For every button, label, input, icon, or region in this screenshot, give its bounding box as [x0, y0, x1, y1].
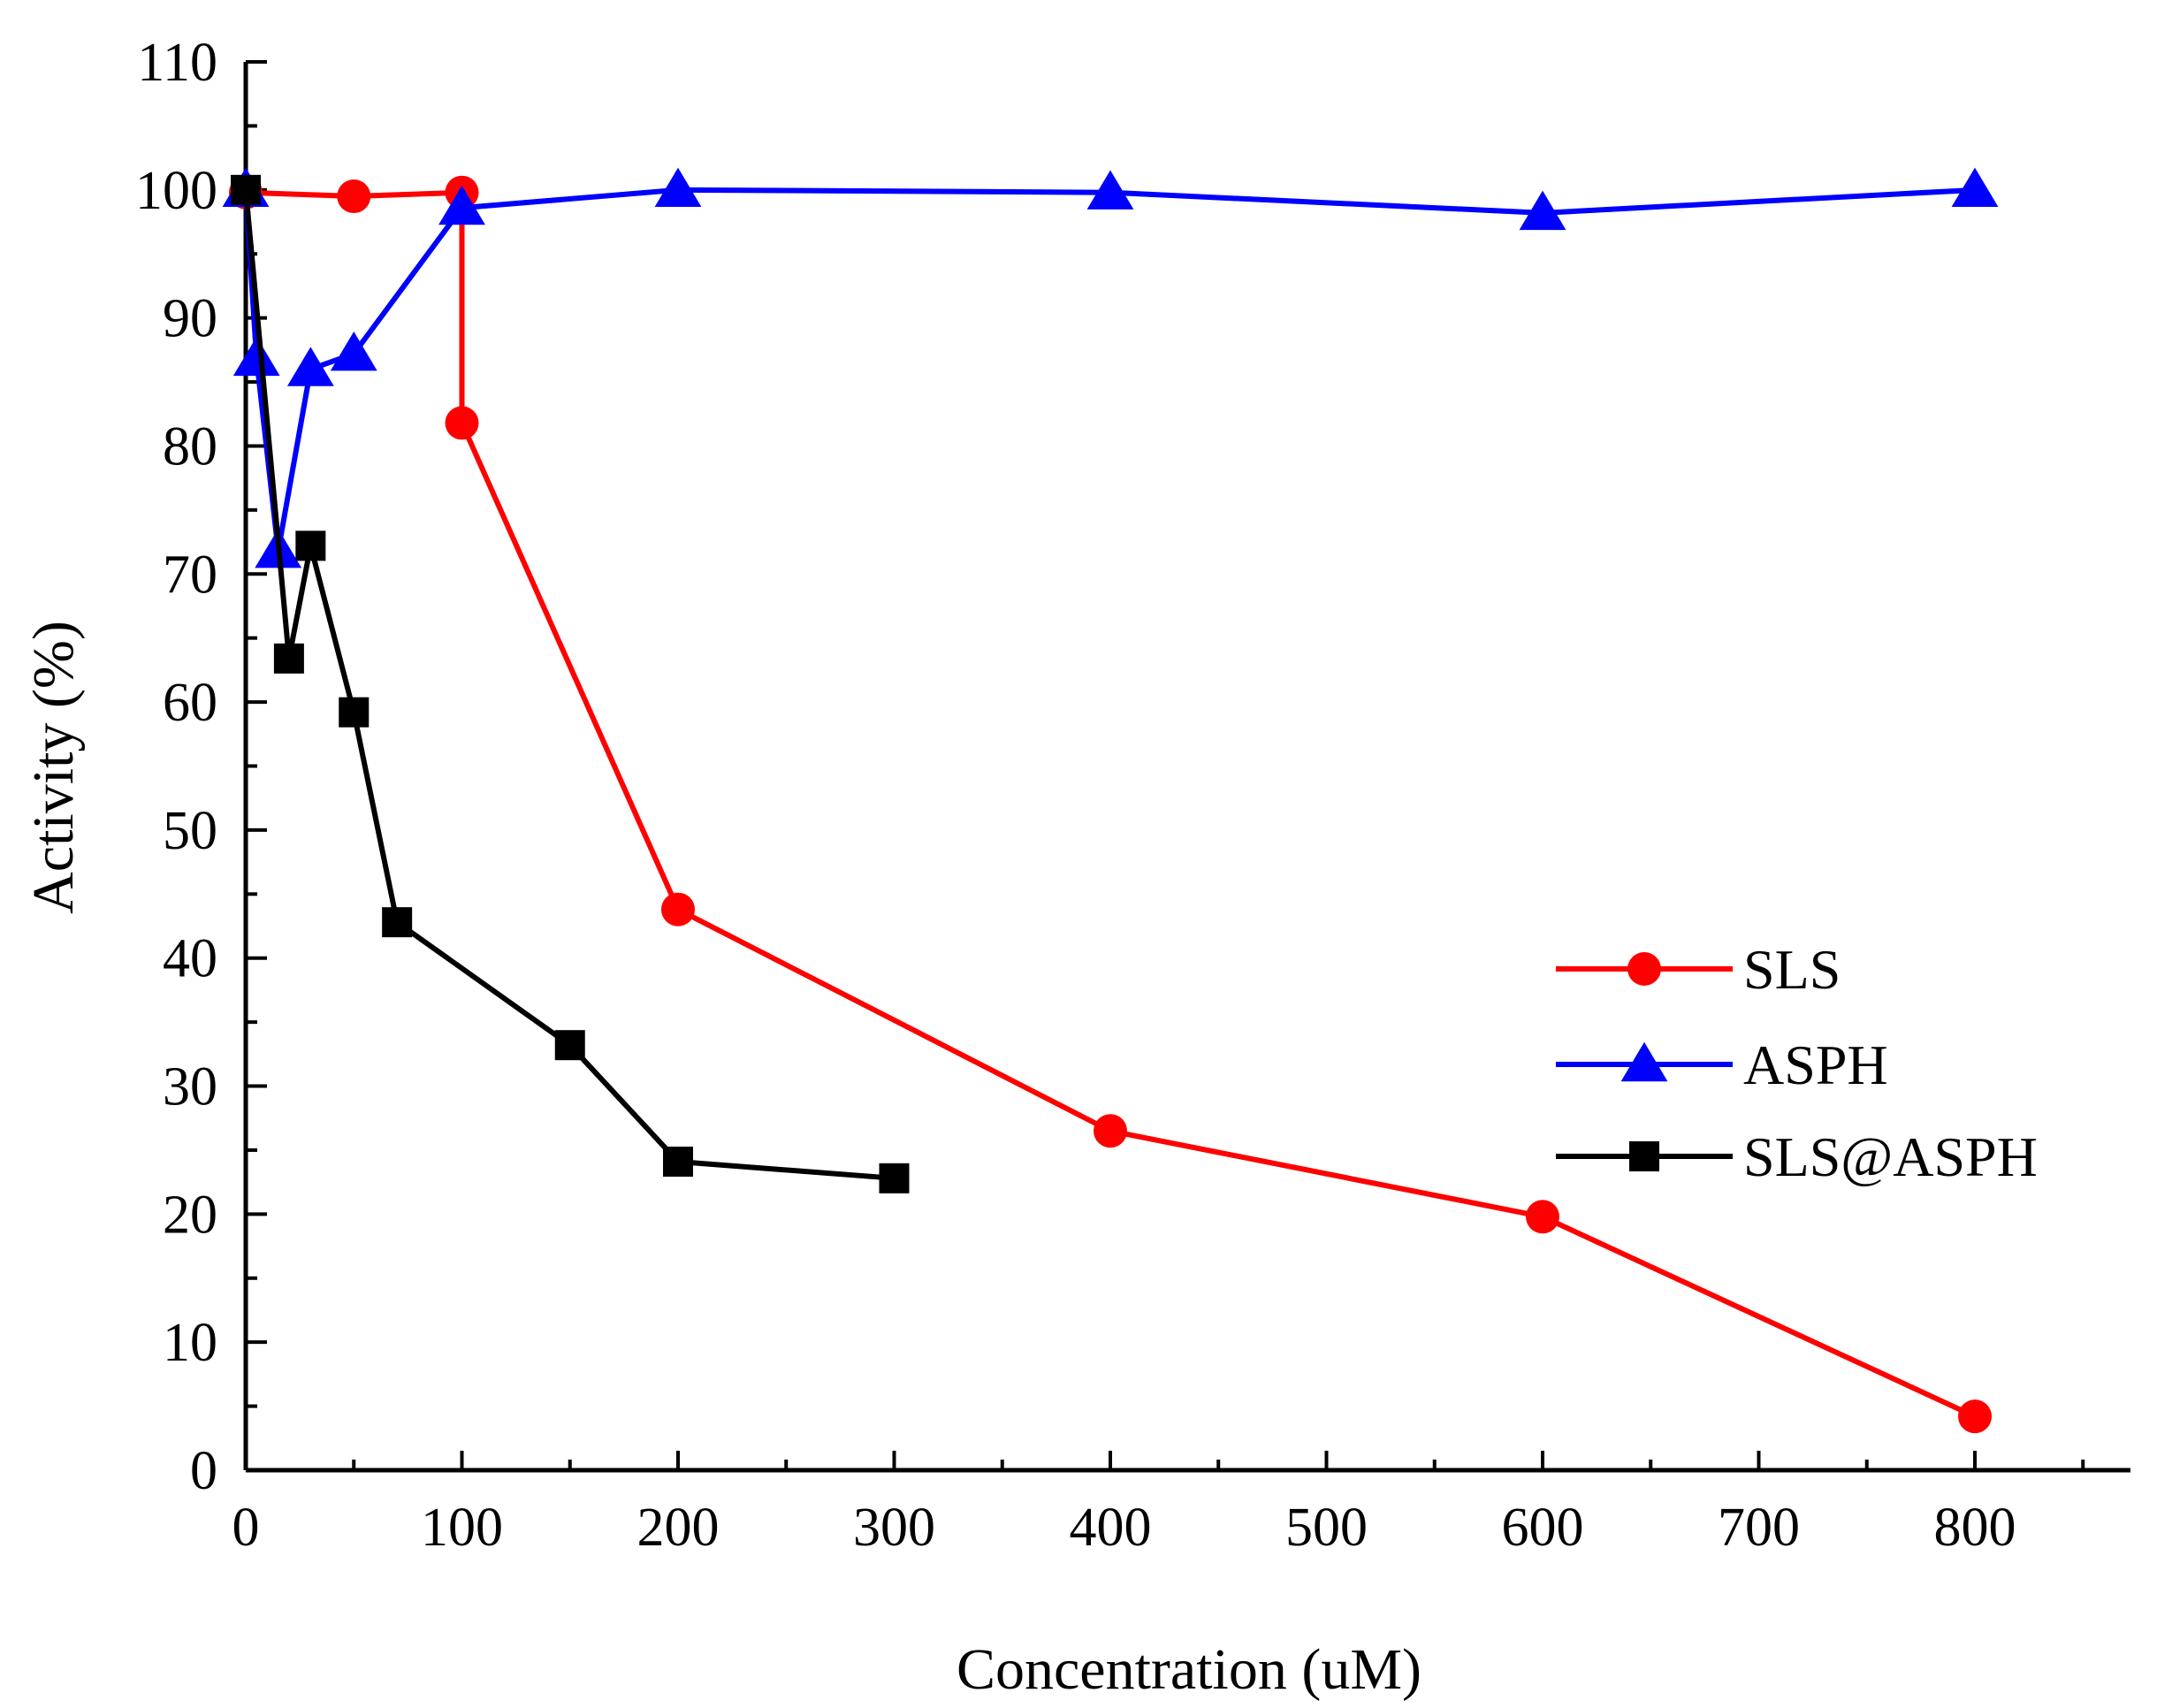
- series-line-asph: [243, 187, 1976, 554]
- legend: SLS ASPH SLS@ASPH: [1556, 938, 2038, 1188]
- y-axis-title: Activity (%): [21, 621, 86, 914]
- data-point-sls-asph-1: [273, 643, 304, 674]
- legend-label: SLS: [1743, 938, 1841, 1001]
- y-tick-label-0: 0: [190, 1441, 217, 1501]
- data-point-asph-5: [438, 185, 485, 225]
- x-tick-label-700: 700: [1718, 1498, 1800, 1558]
- data-point-sls-asph-2: [295, 530, 326, 561]
- y-tick-label-60: 60: [163, 673, 217, 733]
- x-axis-ticks: 0 100 200 300 400 500 600 700 800: [232, 1451, 2085, 1558]
- legend-marker-square: [1629, 1141, 1659, 1171]
- series-line-sls: [245, 189, 1977, 1419]
- y-tick-label-40: 40: [163, 929, 217, 989]
- data-point-sls-5: [1094, 1114, 1127, 1148]
- data-point-sls-asph-4: [382, 907, 413, 938]
- series-sls: [229, 175, 1992, 1434]
- x-tick-label-800: 800: [1934, 1498, 2016, 1558]
- x-tick-label-0: 0: [232, 1498, 260, 1558]
- y-tick-label-70: 70: [163, 545, 217, 605]
- y-tick-label-80: 80: [163, 416, 217, 477]
- x-tick-label-100: 100: [421, 1498, 503, 1558]
- series-asph: [222, 167, 1999, 568]
- data-point-asph-3: [286, 347, 334, 386]
- y-tick-label-110: 110: [137, 33, 217, 93]
- data-point-sls-asph-5: [554, 1030, 585, 1061]
- y-tick-label-10: 10: [163, 1313, 217, 1373]
- y-tick-label-100: 100: [135, 161, 217, 221]
- data-point-sls-asph-6: [663, 1146, 693, 1177]
- x-tick-label-600: 600: [1502, 1498, 1584, 1558]
- y-axis-ticks: 0 10 20 30 40 50 60 70 80 90 100 110: [135, 33, 267, 1501]
- y-tick-label-20: 20: [163, 1185, 217, 1245]
- x-axis-title: Concentration (uM): [957, 1637, 1421, 1702]
- legend-label: ASPH: [1743, 1033, 1888, 1096]
- data-point-sls-4: [661, 892, 695, 926]
- data-point-sls-1: [337, 179, 371, 214]
- y-tick-label-90: 90: [163, 289, 217, 349]
- legend-item-sls-asph: SLS@ASPH: [1556, 1125, 2038, 1188]
- series-line-sls-asph: [243, 189, 895, 1181]
- data-point-asph-7: [1086, 170, 1134, 210]
- data-point-sls-6: [1526, 1200, 1559, 1234]
- data-point-sls-7: [1958, 1399, 1992, 1434]
- axes: [243, 62, 2130, 1473]
- data-point-sls-asph-7: [879, 1163, 910, 1193]
- legend-label: SLS@ASPH: [1743, 1125, 2038, 1188]
- x-tick-label-500: 500: [1285, 1498, 1368, 1558]
- legend-item-sls: SLS: [1556, 938, 1841, 1001]
- data-point-asph-1: [232, 336, 280, 377]
- y-tick-label-50: 50: [163, 801, 217, 861]
- x-tick-label-200: 200: [637, 1498, 720, 1558]
- data-point-sls-asph-0: [231, 174, 261, 205]
- legend-item-asph: ASPH: [1556, 1033, 1888, 1096]
- y-tick-label-30: 30: [163, 1057, 217, 1117]
- data-point-asph-6: [654, 167, 702, 208]
- data-point-asph-8: [1519, 190, 1566, 231]
- legend-marker-triangle: [1620, 1041, 1668, 1082]
- data-point-asph-4: [330, 331, 377, 371]
- series-sls-asph: [231, 174, 910, 1193]
- x-tick-label-300: 300: [853, 1498, 935, 1558]
- x-tick-label-400: 400: [1070, 1498, 1152, 1558]
- legend-marker-circle: [1627, 952, 1661, 986]
- data-point-sls-asph-3: [339, 697, 370, 728]
- plot-area: [222, 167, 1999, 1434]
- data-point-asph-9: [1951, 167, 1999, 208]
- data-point-sls-3: [445, 406, 479, 440]
